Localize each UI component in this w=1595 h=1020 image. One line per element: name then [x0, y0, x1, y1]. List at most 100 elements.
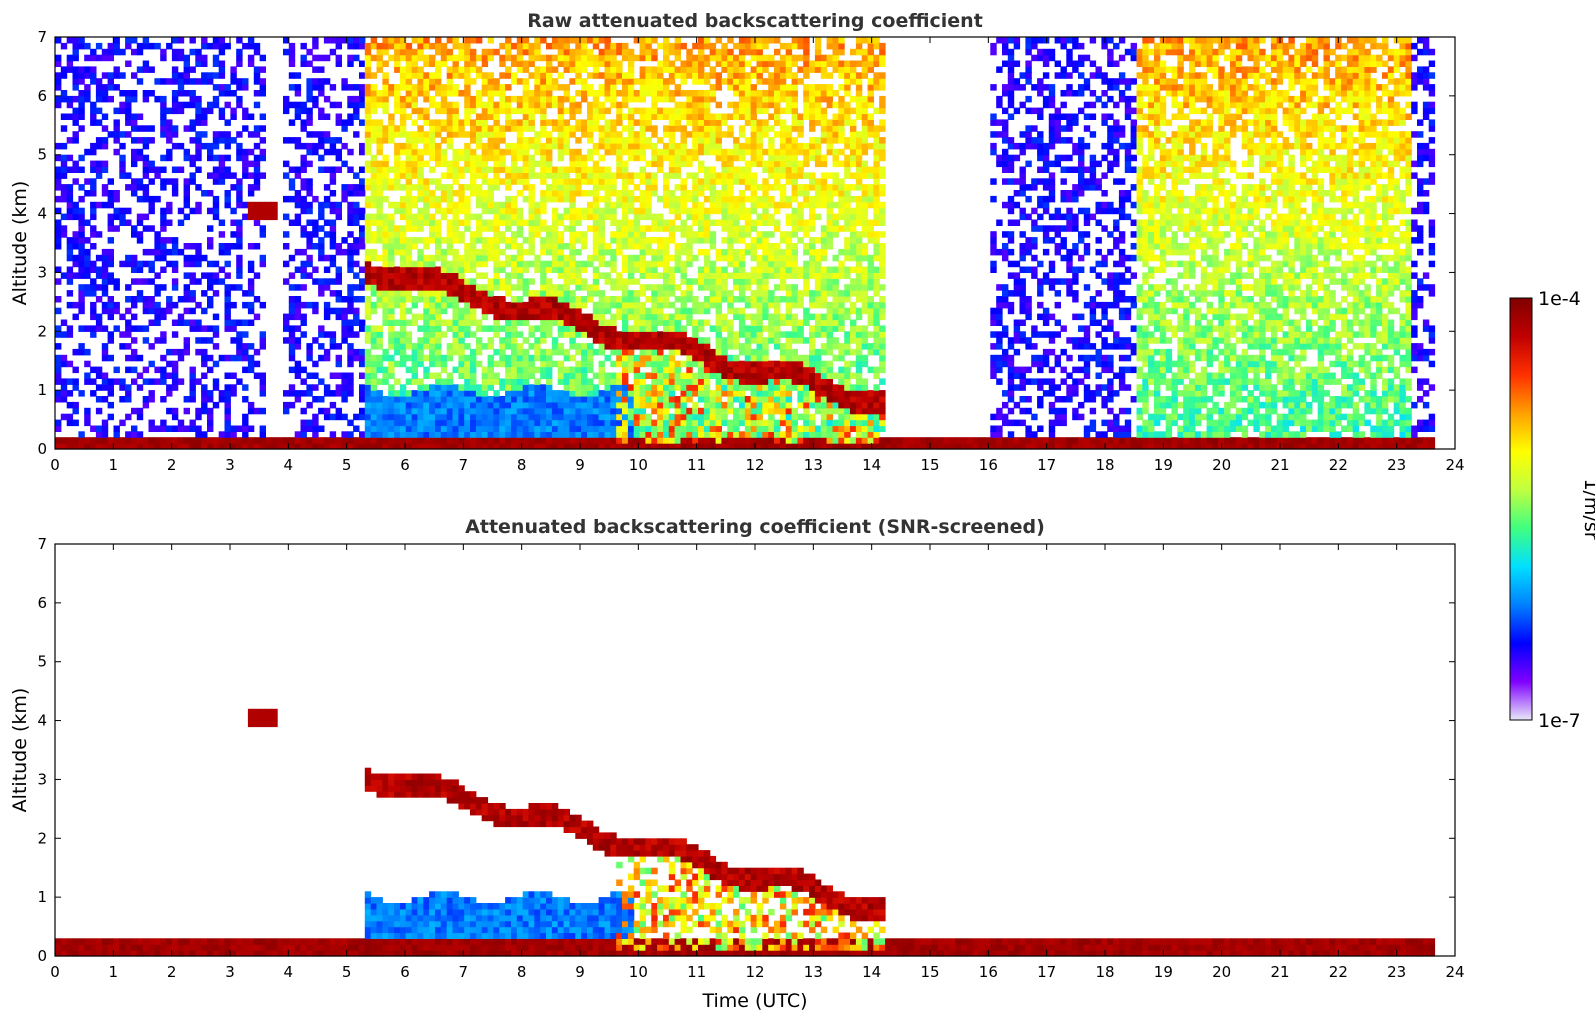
heatmap-cell	[470, 231, 477, 238]
heatmap-cell	[66, 54, 74, 62]
heatmap-cell	[236, 343, 243, 350]
heatmap-cell	[329, 372, 337, 379]
heatmap-cell	[505, 95, 512, 103]
heatmap-cell	[90, 166, 97, 173]
heatmap-cell	[622, 419, 629, 427]
heatmap-cell	[66, 443, 74, 450]
heatmap-cell	[318, 396, 325, 403]
heatmap-cell	[663, 107, 670, 115]
heatmap-cell	[212, 443, 220, 450]
heatmap-cell	[312, 66, 319, 73]
heatmap-cell	[698, 90, 705, 97]
heatmap-cell	[505, 72, 512, 79]
heatmap-cell	[370, 213, 378, 221]
heatmap-cell	[195, 437, 202, 444]
heatmap-cell	[551, 225, 559, 232]
heatmap-cell	[493, 248, 500, 256]
heatmap-cell	[72, 131, 79, 138]
heatmap-cell	[423, 160, 430, 168]
heatmap-cell	[680, 443, 687, 450]
heatmap-cell	[370, 237, 378, 244]
heatmap-cell	[224, 407, 231, 415]
heatmap-cell	[131, 160, 138, 168]
heatmap-cell	[563, 254, 570, 262]
heatmap-cell	[101, 72, 109, 79]
heatmap-cell	[703, 337, 711, 344]
heatmap-cell	[429, 84, 436, 91]
heatmap-cell	[475, 184, 483, 191]
heatmap-cell	[540, 54, 547, 62]
heatmap-cell	[715, 384, 722, 391]
heatmap-cell	[551, 95, 559, 103]
heatmap-cell	[587, 178, 594, 185]
heatmap-cell	[359, 231, 366, 238]
heatmap-cell	[715, 413, 722, 421]
heatmap-cell	[399, 54, 407, 62]
heatmap-cell	[294, 219, 302, 226]
heatmap-cell	[464, 160, 471, 168]
heatmap-cell	[253, 201, 261, 209]
heatmap-cell	[534, 431, 541, 438]
heatmap-cell	[604, 37, 611, 44]
heatmap-cell	[569, 296, 576, 303]
heatmap-cell	[528, 42, 535, 50]
heatmap-cell	[90, 443, 97, 450]
heatmap-cell	[312, 219, 319, 226]
heatmap-cell	[435, 119, 442, 126]
heatmap-cell	[499, 301, 506, 309]
heatmap-cell	[692, 384, 699, 391]
heatmap-cell	[622, 125, 629, 132]
heatmap-cell	[581, 396, 588, 403]
heatmap-cell	[329, 137, 337, 144]
heatmap-cell	[171, 184, 179, 191]
heatmap-cell	[177, 378, 185, 385]
heatmap-cell	[405, 48, 413, 56]
heatmap-cell	[575, 178, 582, 185]
heatmap-cell	[452, 37, 459, 44]
heatmap-cell	[511, 142, 518, 150]
heatmap-cell	[487, 384, 494, 391]
heatmap-cell	[686, 195, 693, 203]
heatmap-cell	[183, 296, 190, 303]
heatmap-cell	[528, 301, 535, 309]
heatmap-cell	[633, 137, 641, 144]
heatmap-cell	[189, 319, 196, 326]
heatmap-cell	[166, 425, 173, 432]
heatmap-cell	[511, 337, 518, 344]
heatmap-cell	[446, 419, 454, 427]
heatmap-cell	[598, 107, 605, 115]
heatmap-cell	[663, 284, 670, 291]
heatmap-cell	[657, 60, 664, 67]
heatmap-cell	[657, 354, 664, 362]
heatmap-cell	[224, 301, 231, 309]
heatmap-cell	[55, 266, 62, 273]
heatmap-cell	[78, 325, 85, 332]
heatmap-cell	[405, 184, 413, 191]
heatmap-cell	[616, 201, 623, 209]
heatmap-cell	[516, 119, 524, 126]
heatmap-cell	[458, 307, 465, 315]
heatmap-cell	[575, 307, 582, 315]
heatmap-cell	[592, 90, 600, 97]
heatmap-cell	[201, 78, 208, 85]
heatmap-cell	[218, 219, 226, 226]
heatmap-cell	[587, 201, 594, 209]
heatmap-cell	[522, 90, 530, 97]
heatmap-cell	[551, 396, 559, 403]
heatmap-cell	[265, 213, 272, 221]
heatmap-cell	[452, 290, 459, 297]
heatmap-cell	[376, 237, 383, 244]
heatmap-cell	[528, 354, 535, 362]
heatmap-cell	[183, 213, 190, 221]
heatmap-cell	[604, 419, 611, 427]
heatmap-cell	[411, 266, 418, 273]
heatmap-cell	[709, 419, 717, 427]
heatmap-cell	[698, 425, 705, 432]
heatmap-cell	[511, 125, 518, 132]
heatmap-cell	[72, 407, 79, 415]
heatmap-cell	[78, 107, 85, 115]
heatmap-cell	[388, 366, 395, 374]
heatmap-cell	[686, 66, 693, 73]
heatmap-cell	[622, 195, 629, 203]
heatmap-cell	[616, 66, 623, 73]
